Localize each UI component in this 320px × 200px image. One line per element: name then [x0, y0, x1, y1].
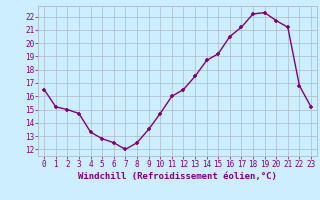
X-axis label: Windchill (Refroidissement éolien,°C): Windchill (Refroidissement éolien,°C) [78, 172, 277, 181]
